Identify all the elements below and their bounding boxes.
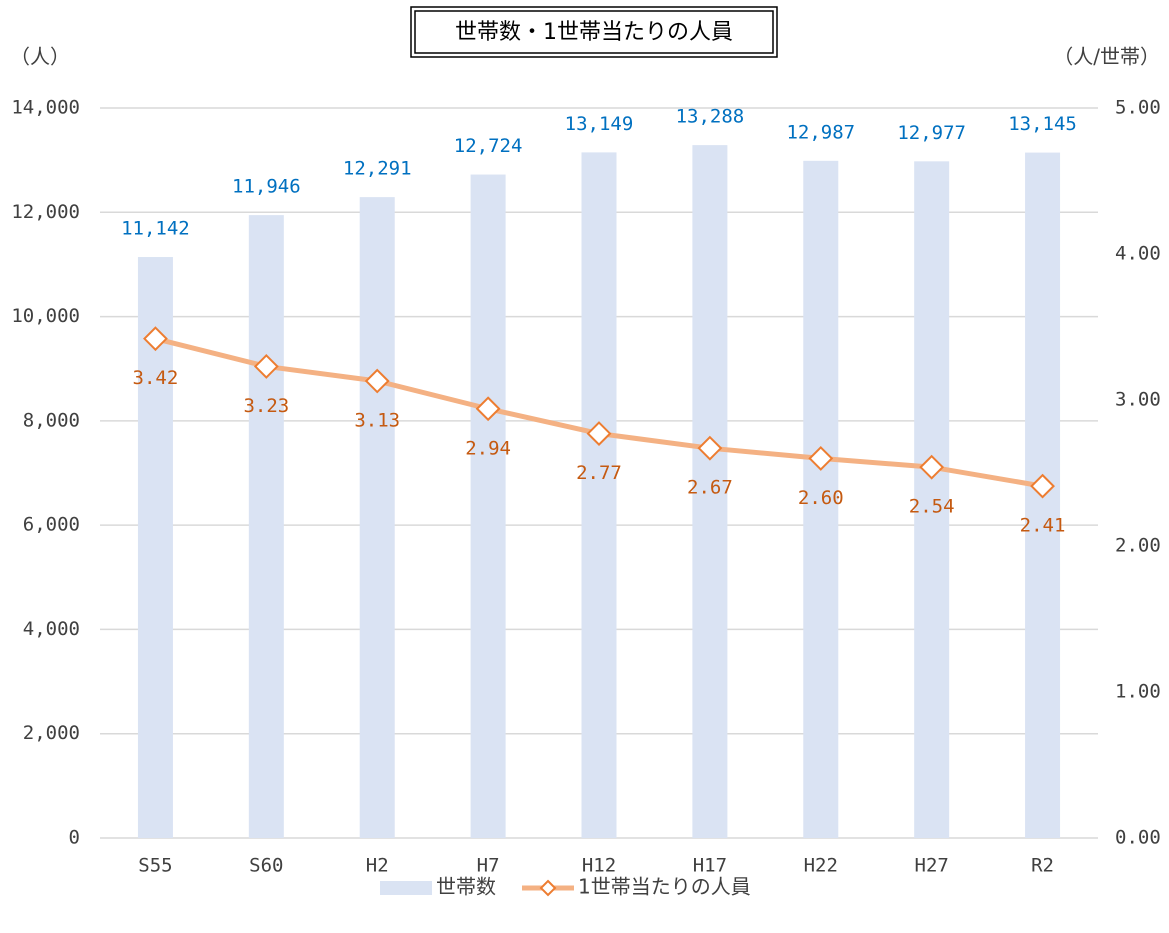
y-tick-label: 2,000 <box>23 722 80 744</box>
y2-axis-label: （人/世帯） <box>1053 45 1160 69</box>
line-marker <box>253 354 279 379</box>
x-tick-label: R2 <box>1031 855 1054 877</box>
bar-value-label: 11,946 <box>232 176 301 198</box>
line-value-label: 2.41 <box>1020 515 1066 537</box>
x-tick-label: H22 <box>804 855 838 877</box>
bar-value-label: 13,145 <box>1008 113 1077 135</box>
line-marker <box>1030 473 1055 499</box>
bar-value-label: 12,724 <box>454 135 523 157</box>
title-box-inner <box>414 10 774 54</box>
y-tick-label: 0 <box>69 827 80 849</box>
legend-swatch <box>380 881 432 895</box>
line-marker <box>808 445 834 471</box>
line-marker <box>475 396 501 422</box>
y2-tick-label: 0.00 <box>1115 827 1161 849</box>
bar-value-label: 12,977 <box>897 122 966 144</box>
line-marker <box>697 435 723 461</box>
line-marker <box>586 421 612 446</box>
y2-tick-label: 5.00 <box>1115 97 1161 119</box>
line-value-label: 2.77 <box>576 462 622 484</box>
x-tick-label: S55 <box>138 855 172 877</box>
x-tick-label: H2 <box>366 855 389 877</box>
x-tick-label: H17 <box>693 855 727 877</box>
x-tick-label: S60 <box>249 855 283 877</box>
x-tick-label: H27 <box>915 855 949 877</box>
y-tick-label: 12,000 <box>11 201 80 223</box>
y2-tick-label: 1.00 <box>1115 681 1161 703</box>
bar <box>470 174 506 838</box>
bar <box>803 160 839 839</box>
title-box <box>410 6 778 58</box>
bar <box>248 215 284 838</box>
y-tick-label: 6,000 <box>23 514 80 536</box>
legend-label: 世帯数 <box>436 875 496 899</box>
y2-tick-label: 2.00 <box>1115 535 1161 557</box>
y2-tick-label: 3.00 <box>1115 389 1161 411</box>
bar-value-label: 12,987 <box>786 121 855 143</box>
y-tick-label: 8,000 <box>23 409 80 431</box>
line-marker <box>364 368 390 394</box>
y-tick-label: 14,000 <box>11 97 80 119</box>
x-tick-label: H12 <box>582 855 616 877</box>
bar <box>137 257 173 838</box>
chart-title: 世帯数・1世帯当たりの人員 <box>455 20 733 45</box>
y-tick-label: 4,000 <box>23 618 80 640</box>
line-value-label: 3.23 <box>243 395 289 417</box>
y-tick-label: 10,000 <box>11 305 80 327</box>
line-marker <box>919 454 945 480</box>
bar <box>692 145 728 838</box>
x-tick-label: H7 <box>477 855 500 877</box>
line-marker <box>143 326 168 352</box>
bar <box>581 152 617 839</box>
bar-value-label: 13,149 <box>565 113 634 135</box>
bar <box>359 197 395 839</box>
line-value-label: 2.94 <box>465 437 511 459</box>
bar-value-label: 13,288 <box>676 106 745 128</box>
bar-value-label: 11,142 <box>121 218 190 240</box>
line-value-label: 2.60 <box>798 487 844 509</box>
bar <box>914 161 950 838</box>
line-value-label: 3.42 <box>133 367 179 389</box>
line-value-label: 2.54 <box>909 496 955 518</box>
line-value-label: 2.67 <box>687 477 733 499</box>
legend-label: 1世帯当たりの人員 <box>578 875 751 899</box>
line-value-label: 3.13 <box>354 410 400 432</box>
y-axis-label: （人） <box>10 45 70 69</box>
y2-tick-label: 4.00 <box>1115 243 1161 265</box>
bar-value-label: 12,291 <box>343 158 412 180</box>
legend-marker <box>539 879 557 897</box>
